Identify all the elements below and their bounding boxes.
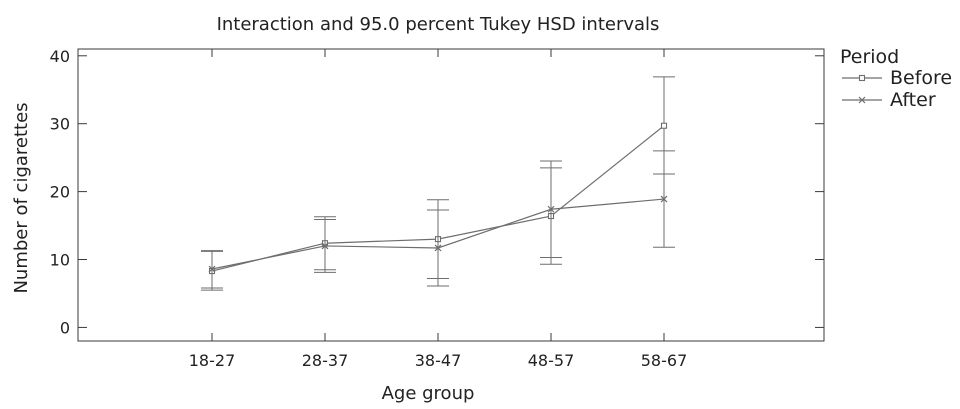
data-point-after-stroke — [434, 244, 442, 252]
x-tick-label: 58-67 — [641, 351, 688, 370]
data-point-after — [208, 265, 216, 273]
y-tick-label: 0 — [60, 318, 70, 337]
chart-title: Interaction and 95.0 percent Tukey HSD i… — [217, 14, 660, 35]
legend-marker-after — [858, 96, 866, 104]
data-point-after-stroke — [321, 242, 329, 250]
data-point-before — [660, 122, 668, 129]
legend-item-after: After — [842, 89, 936, 111]
series-layer — [201, 76, 675, 291]
data-point-after — [547, 205, 555, 213]
data-point-after-stroke — [208, 265, 216, 273]
data-point-after — [321, 242, 329, 250]
x-tick-label: 38-47 — [415, 351, 462, 370]
x-tick-label: 18-27 — [189, 351, 236, 370]
data-point-after — [660, 195, 668, 203]
data-point-after — [434, 244, 442, 252]
y-axis-label: Number of cigarettes — [11, 102, 32, 293]
plot-frame — [77, 48, 825, 342]
x-tick-label: 48-57 — [528, 351, 575, 370]
legend-item-before: Before — [842, 67, 952, 89]
x-axis: 18-27 28-37 38-47 48-57 58-67 — [189, 49, 688, 370]
y-tick-label: 40 — [50, 47, 70, 66]
legend-label-before: Before — [890, 67, 952, 89]
legend-marker-before — [858, 74, 866, 82]
y-tick-label: 30 — [50, 115, 70, 134]
legend-title: Period — [840, 46, 899, 68]
legend-label-after: After — [890, 89, 936, 111]
legend-marker-after-stroke — [858, 96, 866, 104]
y-axis: 0 10 20 30 40 — [50, 47, 824, 337]
x-axis-label: Age group — [382, 383, 475, 404]
series-after — [201, 150, 675, 289]
data-point-after-stroke — [547, 205, 555, 213]
y-tick-label: 20 — [50, 183, 70, 202]
x-tick-label: 28-37 — [302, 351, 349, 370]
data-point-after-stroke — [660, 195, 668, 203]
y-tick-label: 10 — [50, 251, 70, 270]
